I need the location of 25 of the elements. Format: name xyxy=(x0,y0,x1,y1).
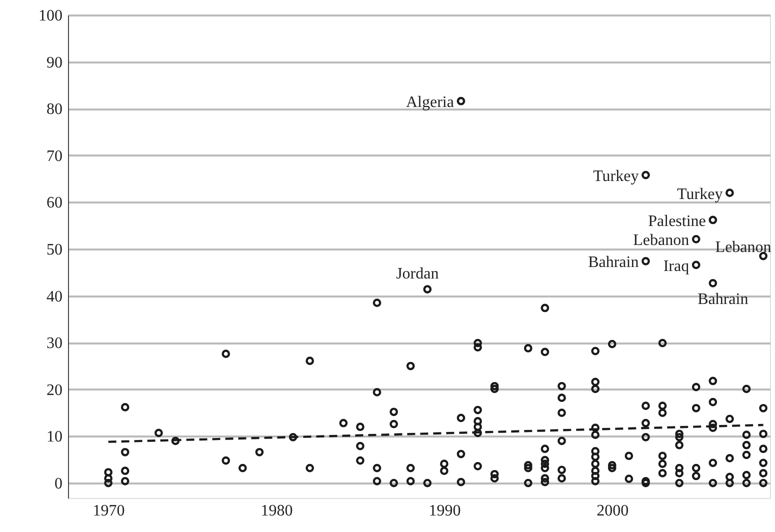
y-tick-label: 80 xyxy=(46,101,62,118)
y-tick-label: 30 xyxy=(46,335,62,352)
annotation: Bahrain xyxy=(698,291,748,308)
annotation: Palestine xyxy=(648,212,706,230)
annotation: Bahrain xyxy=(588,254,639,272)
annotation: Algeria xyxy=(406,94,454,112)
x-tick-label: 1990 xyxy=(428,502,461,520)
y-tick-label: 70 xyxy=(46,148,62,165)
y-tick-label: 10 xyxy=(46,428,62,446)
x-tick-label: 1970 xyxy=(92,502,125,520)
annotation: Turkey xyxy=(593,168,639,186)
annotation: Lebanon xyxy=(715,239,772,256)
annotation: Turkey xyxy=(677,186,723,203)
y-tick-label: 20 xyxy=(46,382,62,399)
annotation: Jordan xyxy=(396,265,439,282)
x-tick-label: 2000 xyxy=(596,502,629,520)
y-tick-label: 40 xyxy=(46,288,62,306)
annotation: Lebanon xyxy=(633,232,690,250)
y-tick-label: 90 xyxy=(46,54,62,72)
y-tick-label: 50 xyxy=(46,242,62,259)
y-tick-label: 100 xyxy=(38,8,62,24)
annotation: Iraq xyxy=(663,258,690,275)
x-tick-label: 1980 xyxy=(260,502,293,520)
y-tick-label: 60 xyxy=(46,194,62,212)
y-tick-label: 0 xyxy=(54,476,62,493)
